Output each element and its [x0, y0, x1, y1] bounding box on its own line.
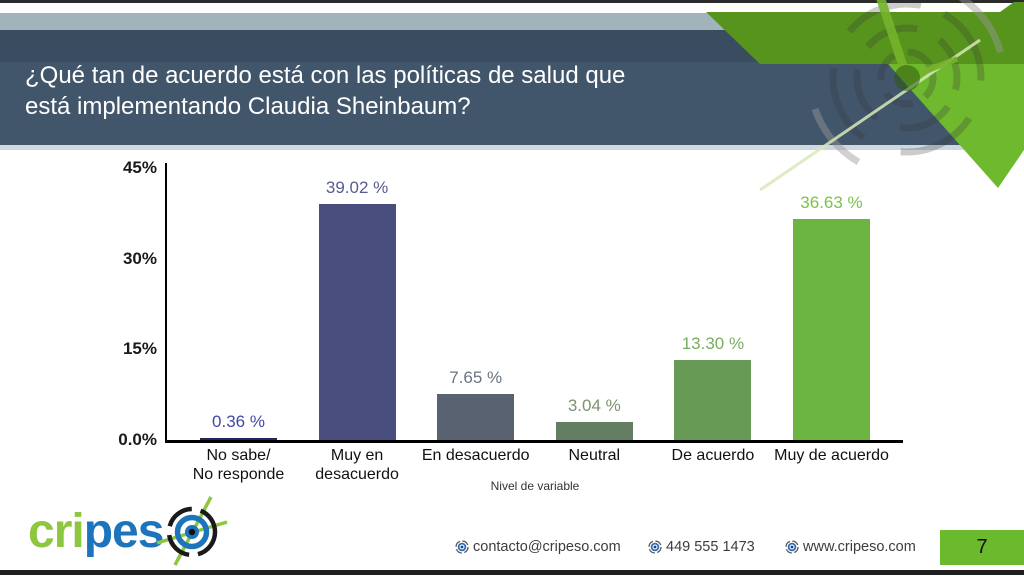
logo-text-pes: pes: [83, 505, 165, 558]
bar-value-label: 13.30 %: [681, 333, 745, 353]
slide-title-line1: ¿Qué tan de acuerdo está con las polític…: [25, 62, 626, 89]
target-bullet-icon: [455, 540, 469, 554]
category-label: Muy en desacuerdo: [315, 447, 399, 483]
bar: [555, 421, 633, 440]
dartboard-decoration-icon: [759, 0, 1008, 192]
dartboard-icon: [156, 496, 228, 566]
footer-email: contacto@cripeso.com: [455, 539, 621, 555]
category-label: De acuerdo: [671, 447, 755, 464]
page-number: 7: [976, 536, 988, 558]
footer-phone: 449 555 1473: [648, 539, 755, 555]
target-bullet-icon: [648, 540, 662, 554]
category-label: En desacuerdo: [421, 447, 530, 464]
x-axis-title: Nivel de variable: [490, 479, 580, 493]
y-tick-label: 15%: [122, 339, 157, 359]
logo-text-cri: cri: [28, 505, 85, 558]
bar-value-label: 3.04 %: [567, 395, 621, 415]
category-label: Muy de acuerdo: [774, 447, 889, 464]
header-shadow-strip: [0, 145, 1024, 150]
x-axis-line: [165, 440, 903, 443]
top-border-line: [0, 0, 1024, 3]
bar-value-label: 39.02 %: [325, 178, 389, 198]
bar: [674, 359, 752, 440]
slide-title-line2: está implementando Claudia Sheinbaum?: [25, 93, 471, 120]
footer-website: www.cripeso.com: [785, 539, 916, 555]
bar: [793, 218, 870, 440]
page-number-box: 7: [940, 530, 1024, 565]
bar-value-label: 36.63 %: [800, 192, 863, 212]
bottom-border-bar: [0, 570, 1024, 575]
y-axis-line: [165, 163, 167, 443]
footer-website-text: www.cripeso.com: [803, 539, 916, 555]
y-tick-label: 30%: [122, 248, 157, 268]
category-label: No sabe/ No responde: [192, 447, 285, 483]
bar: [318, 204, 396, 440]
y-tick-label: 0.0%: [118, 430, 157, 449]
bar: [437, 393, 515, 440]
slide-title: ¿Qué tan de acuerdo está con las polític…: [25, 60, 785, 122]
cripeso-logo: cri pes: [28, 496, 228, 566]
footer-phone-text: 449 555 1473: [666, 539, 755, 555]
y-tick-label: 45%: [122, 158, 157, 177]
target-bullet-icon: [785, 540, 799, 554]
bar-value-label: 0.36 %: [212, 411, 265, 431]
bar: [200, 437, 277, 440]
header-title-band: [0, 62, 1024, 145]
footer-email-text: contacto@cripeso.com: [473, 539, 621, 555]
category-label: Neutral: [568, 447, 621, 464]
bar-value-label: 7.65 %: [449, 367, 503, 387]
